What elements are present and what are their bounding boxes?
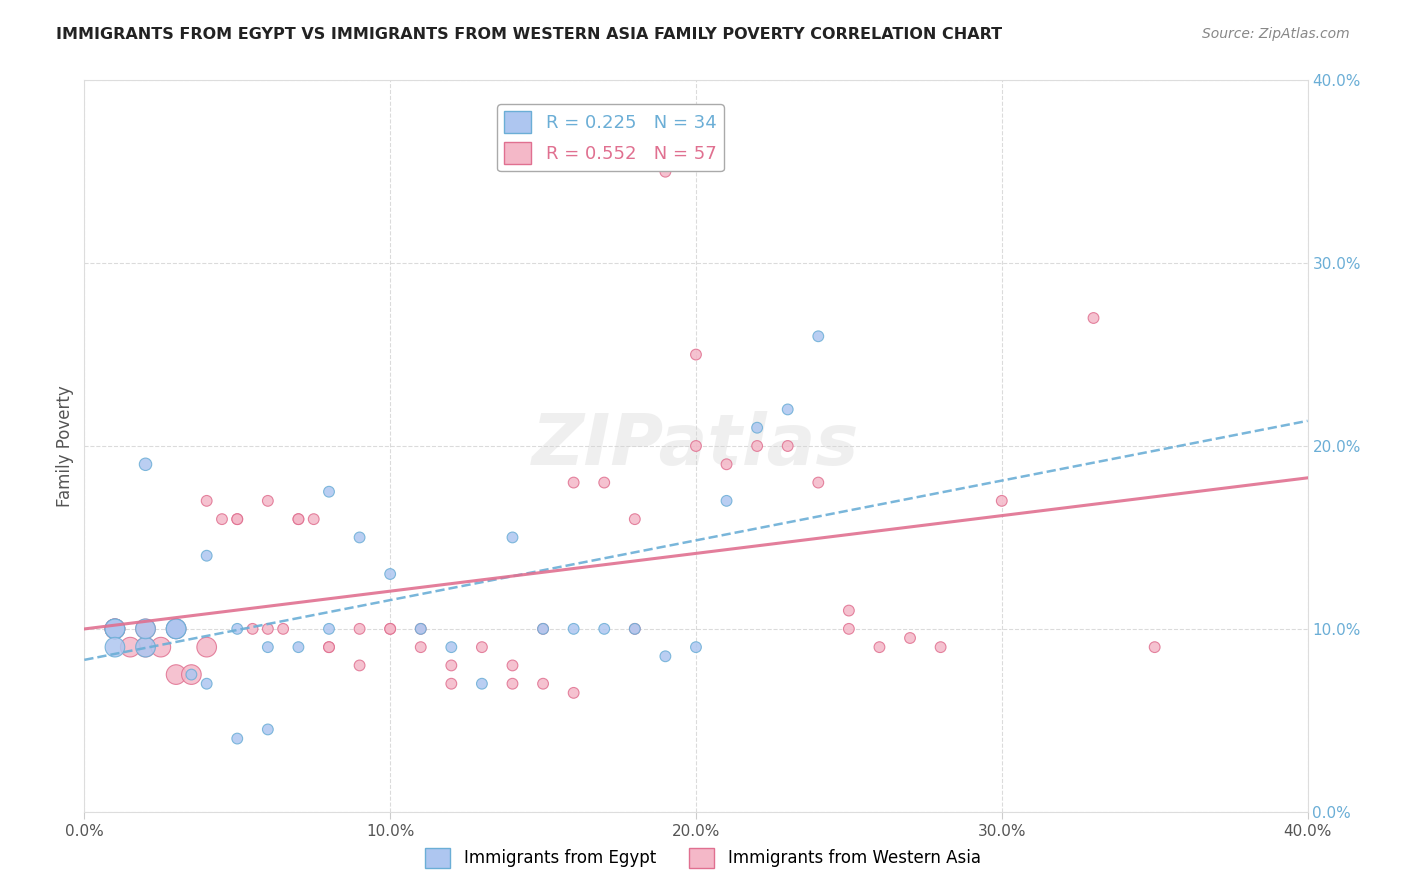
Point bbox=[318, 640, 340, 655]
Point bbox=[104, 622, 127, 636]
Point bbox=[318, 622, 340, 636]
Point bbox=[135, 640, 157, 655]
Point bbox=[180, 667, 202, 681]
Point bbox=[135, 457, 157, 471]
Point bbox=[716, 457, 738, 471]
Point bbox=[440, 658, 463, 673]
Point bbox=[120, 640, 142, 655]
Point bbox=[287, 512, 309, 526]
Point bbox=[271, 622, 294, 636]
Point bbox=[471, 640, 494, 655]
Point bbox=[104, 622, 127, 636]
Point bbox=[869, 640, 891, 655]
Point bbox=[838, 603, 860, 617]
Point bbox=[349, 622, 371, 636]
Y-axis label: Family Poverty: Family Poverty bbox=[56, 385, 75, 507]
Point bbox=[380, 622, 402, 636]
Text: ZIPatlas: ZIPatlas bbox=[533, 411, 859, 481]
Point bbox=[226, 731, 249, 746]
Point bbox=[287, 512, 309, 526]
Point bbox=[195, 640, 218, 655]
Point bbox=[562, 475, 585, 490]
Point bbox=[349, 530, 371, 544]
Legend: R = 0.225   N = 34, R = 0.552   N = 57: R = 0.225 N = 34, R = 0.552 N = 57 bbox=[496, 104, 724, 171]
Point bbox=[302, 512, 325, 526]
Point bbox=[318, 640, 340, 655]
Point bbox=[685, 439, 707, 453]
Point bbox=[135, 640, 157, 655]
Point bbox=[1083, 310, 1105, 325]
Point bbox=[654, 164, 676, 178]
Point bbox=[929, 640, 952, 655]
Point bbox=[654, 649, 676, 664]
Point bbox=[165, 622, 187, 636]
Point bbox=[195, 494, 218, 508]
Point bbox=[380, 622, 402, 636]
Point bbox=[440, 676, 463, 690]
Point bbox=[502, 676, 524, 690]
Point bbox=[149, 640, 172, 655]
Point bbox=[409, 622, 432, 636]
Point bbox=[104, 622, 127, 636]
Legend: Immigrants from Egypt, Immigrants from Western Asia: Immigrants from Egypt, Immigrants from W… bbox=[419, 841, 987, 875]
Point bbox=[807, 329, 830, 343]
Point bbox=[624, 622, 647, 636]
Point bbox=[349, 658, 371, 673]
Point bbox=[502, 658, 524, 673]
Point bbox=[1143, 640, 1166, 655]
Point bbox=[531, 622, 554, 636]
Point bbox=[716, 494, 738, 508]
Point bbox=[226, 512, 249, 526]
Point bbox=[409, 640, 432, 655]
Point bbox=[211, 512, 233, 526]
Text: Source: ZipAtlas.com: Source: ZipAtlas.com bbox=[1202, 27, 1350, 41]
Point bbox=[776, 439, 799, 453]
Point bbox=[257, 640, 280, 655]
Point bbox=[287, 640, 309, 655]
Point bbox=[195, 676, 218, 690]
Point bbox=[180, 667, 202, 681]
Point bbox=[593, 622, 616, 636]
Point bbox=[991, 494, 1014, 508]
Point bbox=[135, 622, 157, 636]
Point bbox=[104, 622, 127, 636]
Point bbox=[242, 622, 264, 636]
Point bbox=[471, 676, 494, 690]
Point bbox=[165, 667, 187, 681]
Point bbox=[531, 676, 554, 690]
Point bbox=[747, 421, 769, 435]
Point bbox=[531, 622, 554, 636]
Point bbox=[685, 640, 707, 655]
Point bbox=[502, 530, 524, 544]
Point bbox=[257, 622, 280, 636]
Point bbox=[165, 622, 187, 636]
Point bbox=[318, 484, 340, 499]
Point bbox=[135, 622, 157, 636]
Point bbox=[624, 512, 647, 526]
Point bbox=[165, 622, 187, 636]
Point bbox=[685, 347, 707, 362]
Point bbox=[195, 549, 218, 563]
Text: IMMIGRANTS FROM EGYPT VS IMMIGRANTS FROM WESTERN ASIA FAMILY POVERTY CORRELATION: IMMIGRANTS FROM EGYPT VS IMMIGRANTS FROM… bbox=[56, 27, 1002, 42]
Point bbox=[380, 567, 402, 582]
Point bbox=[257, 723, 280, 737]
Point bbox=[593, 475, 616, 490]
Point bbox=[562, 686, 585, 700]
Point bbox=[838, 622, 860, 636]
Point bbox=[624, 622, 647, 636]
Point bbox=[226, 622, 249, 636]
Point bbox=[226, 512, 249, 526]
Point bbox=[440, 640, 463, 655]
Point bbox=[409, 622, 432, 636]
Point bbox=[104, 640, 127, 655]
Point bbox=[747, 439, 769, 453]
Point bbox=[898, 631, 921, 645]
Point bbox=[562, 622, 585, 636]
Point bbox=[257, 494, 280, 508]
Point bbox=[776, 402, 799, 417]
Point bbox=[807, 475, 830, 490]
Point bbox=[104, 622, 127, 636]
